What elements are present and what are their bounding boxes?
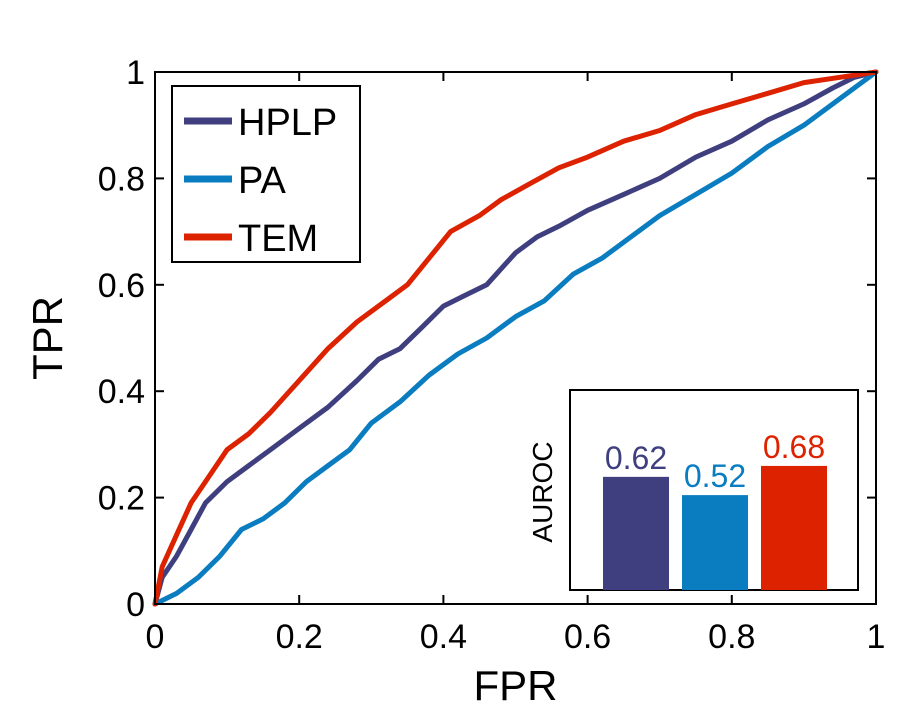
y-axis-title: TPR	[24, 296, 71, 380]
legend-label-pa: PA	[238, 160, 287, 202]
x-tick-label: 0.8	[708, 618, 755, 656]
legend: HPLP PA TEM	[171, 85, 361, 263]
inset-y-axis-title: AUROC	[527, 441, 558, 542]
legend-label-tem: TEM	[238, 218, 318, 260]
auroc-value-label-pa: 0.52	[684, 458, 746, 494]
x-tick-label: 0.2	[276, 618, 323, 656]
y-tick-label: 1	[126, 54, 145, 92]
roc-plot: 00 0.2 0.2 0.4 0.4 0.6 0.6 0.8 0.8 1 1 FPR TPR	[24, 54, 885, 709]
auroc-bar-pa	[682, 495, 748, 590]
x-axis-title: FPR	[474, 662, 558, 709]
auroc-value-label-tem: 0.68	[763, 429, 825, 465]
auroc-bar-tem	[761, 465, 827, 590]
legend-label-hplp: HPLP	[238, 102, 337, 144]
auroc-inset: 0.62 0.52 0.68 AUROC	[527, 389, 859, 591]
y-tick-label: 0.4	[98, 373, 145, 411]
y-tick-label: 0.2	[98, 480, 145, 518]
y-tick-label: 0.8	[98, 160, 145, 198]
plot-frame	[154, 71, 877, 605]
series-line-tem	[152, 69, 879, 607]
y-tick-label: 0.6	[98, 267, 145, 305]
x-tick-label: 0.6	[564, 618, 611, 656]
legend-box	[171, 85, 361, 263]
series-line-pa	[152, 69, 879, 607]
auroc-bar-hplp	[603, 476, 669, 590]
x-tick-label: 0.4	[420, 618, 467, 656]
y-tick-label: 0	[126, 586, 145, 624]
auroc-value-label-hplp: 0.62	[605, 440, 667, 476]
series-line-hplp	[152, 69, 879, 607]
x-tick-label: 1	[867, 618, 886, 656]
x-tick-label: 0	[146, 618, 165, 656]
